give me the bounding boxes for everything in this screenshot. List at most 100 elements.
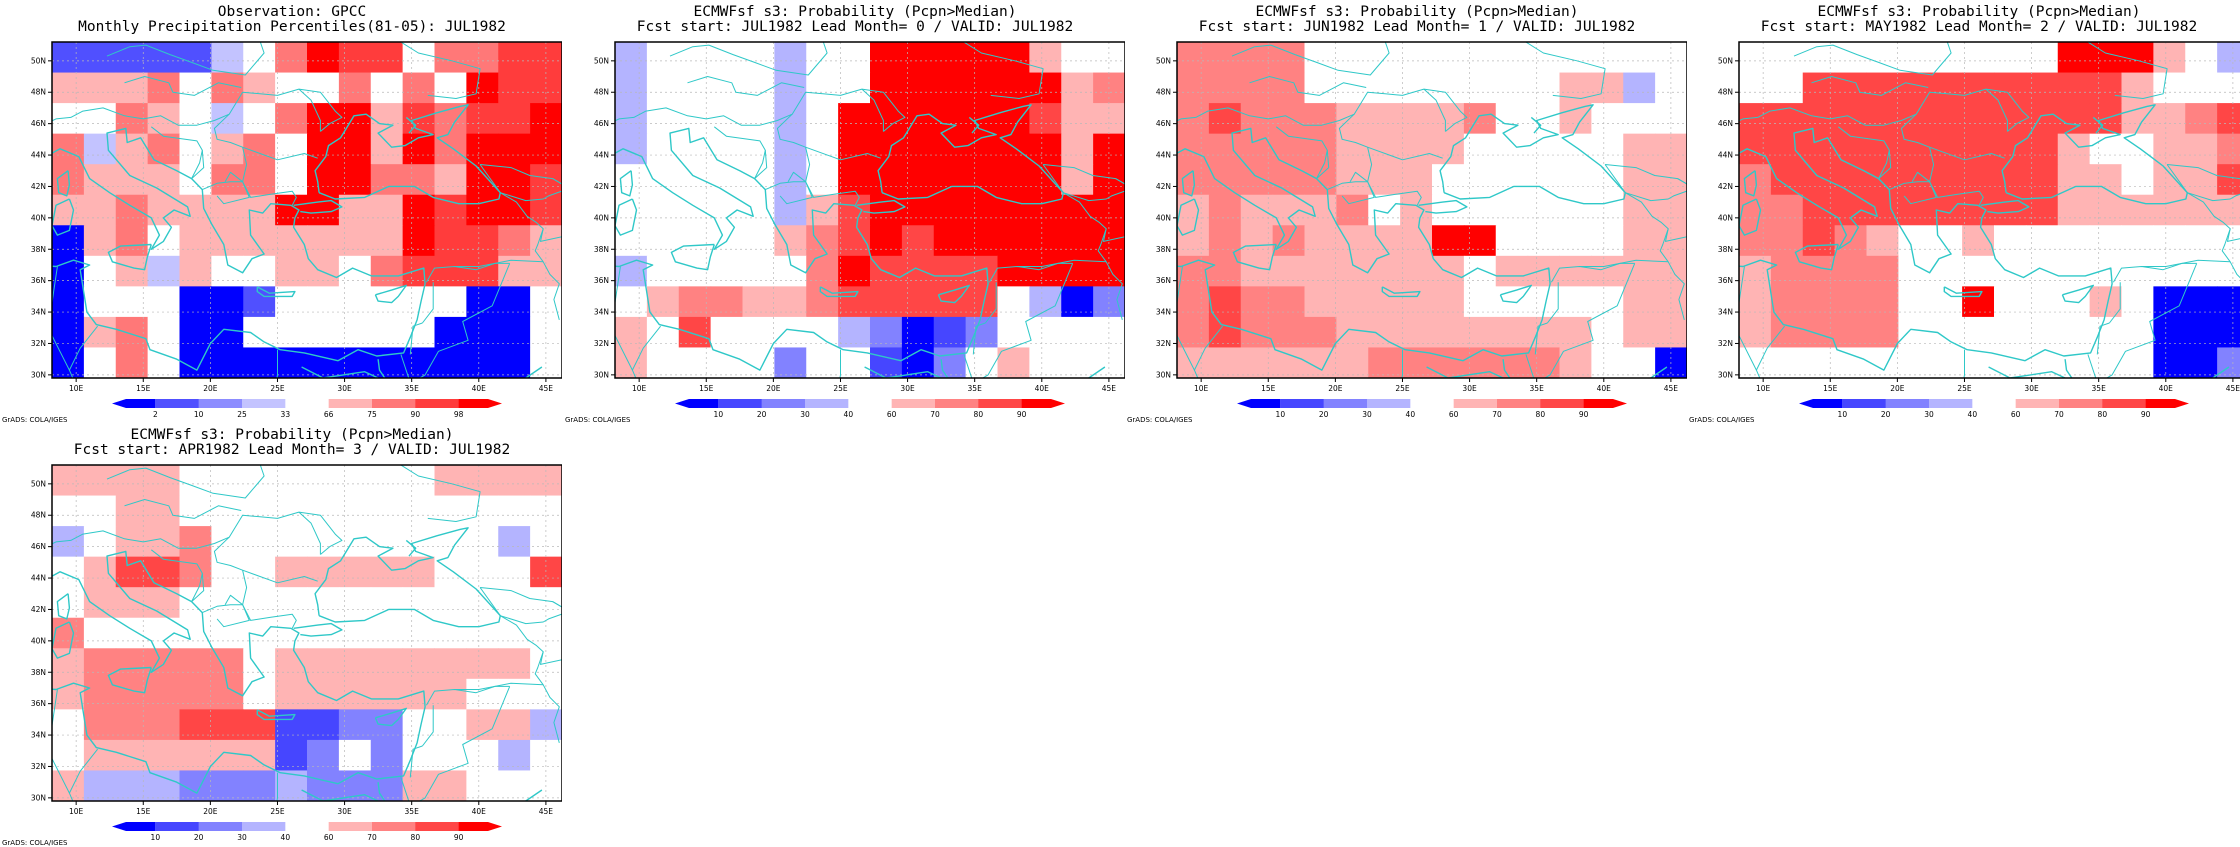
colorbar-label: 10: [714, 410, 724, 419]
heatmap-cell: [1591, 256, 1623, 287]
heatmap-cell: [711, 347, 743, 378]
colorbar-swatch: [372, 822, 416, 831]
heatmap-cell: [1560, 347, 1592, 378]
heatmap-cell: [1177, 73, 1209, 104]
heatmap-cell: [1209, 195, 1241, 226]
heatmap-cell: [902, 164, 934, 195]
colorbar-label: 10: [194, 410, 204, 419]
heatmap-cell: [211, 648, 243, 679]
coastline: [380, 801, 385, 821]
heatmap-cell: [1560, 73, 1592, 104]
x-tick-label: 25E: [270, 807, 285, 816]
heatmap-cell: [2185, 73, 2217, 104]
colorbar-label: 90: [454, 833, 464, 842]
heatmap-cell: [498, 347, 530, 378]
colorbar-label: 60: [2011, 410, 2021, 419]
heatmap-cell: [2185, 42, 2217, 73]
heatmap-cell: [934, 347, 966, 378]
heatmap-cell: [435, 164, 467, 195]
y-tick-label: 38N: [1156, 245, 1171, 254]
heatmap-cell: [339, 286, 371, 317]
heatmap-cell: [2217, 164, 2240, 195]
heatmap-cell: [148, 679, 180, 710]
heatmap-cell: [243, 709, 275, 740]
colorbar-label: 80: [411, 833, 421, 842]
x-tick-label: 10E: [1194, 384, 1209, 393]
y-tick-label: 48N: [594, 88, 609, 97]
heatmap-cell: [1368, 42, 1400, 73]
heatmap-cell: [774, 347, 806, 378]
x-tick-label: 40E: [1597, 384, 1612, 393]
heatmap-cell: [339, 709, 371, 740]
heatmap-cell: [1771, 195, 1803, 226]
heatmap-cell: [498, 42, 530, 73]
heatmap-cell: [52, 73, 84, 104]
heatmap-cell: [307, 648, 339, 679]
heatmap-cell: [1209, 42, 1241, 73]
heatmap-cell: [2026, 225, 2058, 256]
heatmap-cell: [52, 709, 84, 740]
heatmap-cell: [148, 73, 180, 104]
heatmap-cell: [2153, 347, 2185, 378]
heatmap-cell: [180, 587, 212, 618]
heatmap-cell: [84, 73, 116, 104]
heatmap-cell: [934, 134, 966, 165]
heatmap-cell: [52, 496, 84, 527]
heatmap-cell: [243, 770, 275, 801]
y-tick-label: 30N: [1156, 370, 1171, 379]
heatmap-cell: [275, 587, 307, 618]
heatmap-cell: [435, 587, 467, 618]
heatmap-cell: [647, 103, 679, 134]
colorbar-swatch: [1497, 399, 1541, 408]
heatmap-cell: [275, 103, 307, 134]
heatmap-cell: [2058, 42, 2090, 73]
heatmap-cell: [148, 465, 180, 496]
colorbar-label: 80: [1536, 410, 1546, 419]
heatmap-cell: [2026, 73, 2058, 104]
heatmap-cell: [1273, 286, 1305, 317]
y-tick-label: 34N: [1718, 308, 1733, 317]
colorbar-label: 90: [1579, 410, 1589, 419]
heatmap-cell: [339, 164, 371, 195]
heatmap-cell: [180, 679, 212, 710]
heatmap-cell: [1962, 256, 1994, 287]
heatmap-cell: [838, 134, 870, 165]
heatmap-cell: [1305, 103, 1337, 134]
heatmap-cell: [1771, 42, 1803, 73]
colorbar-swatch: [1237, 399, 1280, 408]
heatmap-cell: [1432, 286, 1464, 317]
heatmap-cell: [743, 195, 775, 226]
heatmap-cell: [148, 770, 180, 801]
colorbar-swatch: [2059, 399, 2103, 408]
heatmap-cell: [1867, 164, 1899, 195]
heatmap-cell: [180, 73, 212, 104]
heatmap-cell: [211, 103, 243, 134]
heatmap-cell: [1739, 286, 1771, 317]
heatmap-cell: [339, 195, 371, 226]
x-tick-label: 45E: [2226, 384, 2240, 393]
colorbar-swatch: [805, 399, 849, 408]
heatmap-cell: [84, 496, 116, 527]
heatmap-cell: [84, 648, 116, 679]
heatmap-cell: [243, 42, 275, 73]
heatmap-cell: [1209, 134, 1241, 165]
heatmap-cell: [838, 73, 870, 104]
heatmap-cell: [498, 770, 530, 801]
heatmap-cell: [148, 347, 180, 378]
heatmap-cell: [1400, 73, 1432, 104]
heatmap-cell: [934, 103, 966, 134]
heatmap-cell: [339, 679, 371, 710]
coastline: [2067, 378, 2072, 398]
heatmap-cell: [84, 134, 116, 165]
heatmap-cell: [966, 256, 998, 287]
heatmap-cell: [1962, 195, 1994, 226]
heatmap-cell: [1591, 134, 1623, 165]
heatmap-cell: [998, 134, 1030, 165]
heatmap-cell: [180, 526, 212, 557]
heatmap-cell: [339, 618, 371, 649]
heatmap-cell: [1528, 195, 1560, 226]
heatmap-cell: [934, 73, 966, 104]
heatmap-cell: [2122, 286, 2154, 317]
x-tick-label: 10E: [1756, 384, 1771, 393]
heatmap-cell: [148, 526, 180, 557]
